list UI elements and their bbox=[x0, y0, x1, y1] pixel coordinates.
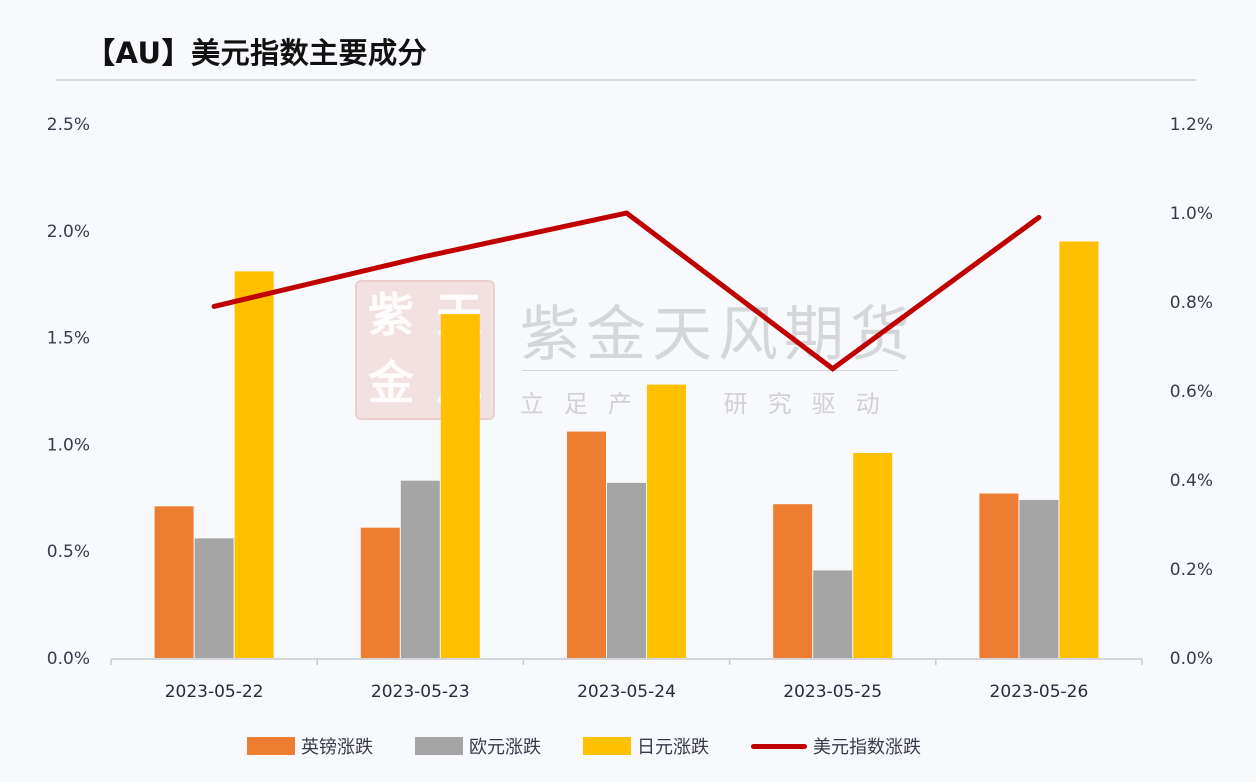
bar bbox=[567, 431, 606, 658]
title-divider bbox=[56, 79, 1196, 81]
legend-item-jpy: 日元涨跌 bbox=[583, 733, 709, 759]
legend-label: 欧元涨跌 bbox=[469, 737, 541, 758]
left-axis-tick-label: 1.5% bbox=[47, 329, 90, 349]
legend-item-gbp: 英镑涨跌 bbox=[247, 733, 373, 759]
x-axis: 2023-05-22 2023-05-23 2023-05-24 2023-05-25… bbox=[110, 658, 1143, 702]
right-axis-tick-label: 0.0% bbox=[1170, 649, 1213, 669]
x-axis-category-label: 2023-05-25 bbox=[783, 682, 882, 702]
bar bbox=[1019, 499, 1059, 658]
bar bbox=[234, 271, 274, 658]
bar bbox=[647, 384, 686, 658]
line-series-usd-index bbox=[211, 210, 1042, 372]
bar-series bbox=[154, 241, 1099, 659]
left-axis-tick-label: 2.5% bbox=[47, 115, 90, 135]
right-axis-tick-label: 0.6% bbox=[1170, 382, 1213, 402]
x-axis-category-label: 2023-05-24 bbox=[577, 682, 676, 702]
left-axis-tick-label: 2.0% bbox=[47, 222, 90, 242]
bar bbox=[1059, 241, 1099, 659]
legend: 英镑涨跌 欧元涨跌 日元涨跌 美元指数涨跌 bbox=[247, 733, 963, 759]
right-axis-tick-label: 0.2% bbox=[1170, 560, 1213, 580]
right-y-axis: 0.0% 0.2% 0.4% 0.6% 0.8% 1.0% 1.2% bbox=[1170, 115, 1213, 669]
right-axis-tick-label: 0.8% bbox=[1170, 293, 1213, 313]
bar bbox=[853, 452, 893, 658]
legend-label: 日元涨跌 bbox=[637, 737, 709, 758]
legend-swatch-gbp bbox=[247, 737, 295, 755]
x-axis-category-label: 2023-05-23 bbox=[371, 682, 470, 702]
bar bbox=[360, 527, 400, 658]
right-axis-tick-label: 1.2% bbox=[1170, 115, 1213, 135]
bar bbox=[607, 482, 646, 658]
bar bbox=[979, 493, 1019, 658]
left-axis-tick-label: 0.5% bbox=[47, 542, 90, 562]
legend-line-usd-index bbox=[751, 743, 807, 749]
left-axis-tick-label: 1.0% bbox=[47, 435, 90, 455]
left-axis-tick-label: 0.0% bbox=[47, 649, 90, 669]
legend-label: 美元指数涨跌 bbox=[813, 737, 921, 758]
bar bbox=[813, 570, 853, 658]
right-axis-tick-label: 1.0% bbox=[1170, 204, 1213, 224]
legend-item-eur: 欧元涨跌 bbox=[415, 733, 541, 759]
bar bbox=[194, 538, 234, 658]
left-y-axis: 0.0% 0.5% 1.0% 1.5% 2.0% 2.5% bbox=[47, 115, 90, 669]
x-axis-category-label: 2023-05-22 bbox=[165, 682, 264, 702]
bar bbox=[154, 506, 194, 658]
x-axis-category-label: 2023-05-26 bbox=[990, 682, 1089, 702]
legend-item-usd-index: 美元指数涨跌 bbox=[751, 733, 921, 759]
chart-title: 【AU】美元指数主要成分 bbox=[86, 36, 428, 70]
legend-swatch-eur bbox=[415, 737, 463, 755]
legend-label: 英镑涨跌 bbox=[301, 737, 373, 758]
legend-swatch-jpy bbox=[583, 737, 631, 755]
bar bbox=[773, 504, 813, 658]
right-axis-tick-label: 0.4% bbox=[1170, 471, 1213, 491]
usd-index-line bbox=[211, 210, 1042, 372]
bar bbox=[400, 480, 440, 658]
bar bbox=[440, 314, 480, 658]
